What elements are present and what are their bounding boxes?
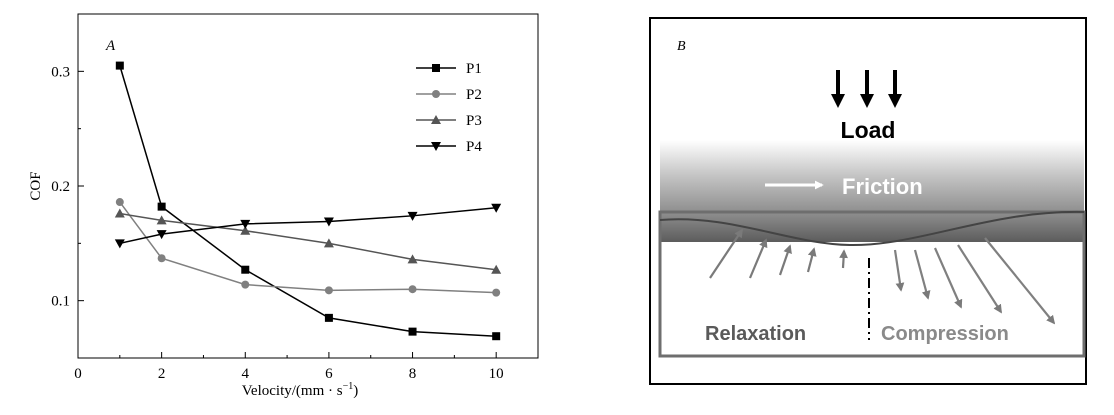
legend-entry: P2 [416, 87, 482, 103]
cof-velocity-chart: A 0 2 4 6 8 10 0.1 0.2 0.3 P1 P2 P3 P4 COF Velocity… [28, 13, 539, 399]
axis-ticks: 0 2 4 6 8 10 0.1 0.2 0.3 [51, 13, 539, 382]
compression-arrows [893, 237, 1056, 325]
data-point [115, 198, 124, 207]
x-tick-label: 2 [158, 366, 166, 382]
data-point [408, 327, 417, 336]
load-arrowhead [888, 94, 902, 108]
data-point [115, 61, 124, 70]
y-tick-label: 0.1 [51, 294, 70, 310]
data-point [491, 264, 502, 274]
x-tick-label: 0 [74, 366, 82, 382]
data-point [407, 254, 418, 264]
chart-panel-a: A 0 2 4 6 8 10 0.1 0.2 0.3 P1 P2 P3 P4 COF Velocity… [0, 0, 560, 410]
data-point [323, 217, 334, 227]
data-point [156, 230, 167, 240]
compression-arrow [957, 244, 1002, 314]
data-point [157, 254, 166, 263]
series-P4 [114, 203, 502, 249]
data-point [324, 286, 333, 295]
data-point [241, 265, 250, 274]
compression-arrow [913, 249, 931, 300]
friction-diagram: B Load Friction R [649, 17, 1087, 385]
x-tick-label: 8 [409, 366, 417, 382]
series-P3 [114, 208, 502, 274]
relaxation-arrow [839, 249, 848, 269]
legend-marker [432, 64, 440, 72]
friction-label: Friction [842, 174, 923, 199]
x-axis-label-sup: −1 [343, 381, 354, 392]
compression-label: Compression [881, 323, 1009, 345]
x-axis-label-close: ) [353, 383, 358, 399]
series-layer [114, 61, 502, 341]
compression-arrow [893, 249, 905, 292]
legend-marker [432, 90, 440, 98]
load-label: Load [841, 117, 896, 143]
legend-marker [431, 115, 441, 124]
data-point [324, 313, 333, 322]
x-tick-label: 4 [242, 366, 250, 382]
diagram-frame [649, 17, 1087, 385]
data-point [492, 288, 501, 297]
x-tick-label: 10 [489, 366, 504, 382]
relaxation-arrows [709, 228, 848, 279]
series-line [119, 212, 497, 271]
series-line [119, 207, 497, 245]
series-P1 [115, 61, 501, 341]
diagram-panel-b: B Load Friction R [560, 0, 1114, 410]
data-point [492, 332, 501, 341]
data-point [241, 280, 250, 289]
compression-arrow [933, 247, 963, 309]
legend: P1 P2 P3 P4 [416, 61, 482, 155]
relaxation-arrow [806, 247, 817, 273]
data-point [240, 225, 251, 235]
y-axis-label: COF [28, 171, 44, 200]
data-point [114, 239, 125, 249]
load-arrowhead [860, 94, 874, 108]
deformation-curve [659, 210, 1085, 247]
relaxation-arrow [709, 228, 743, 279]
x-axis-label-main: Velocity/(mm · s [242, 383, 343, 399]
data-point [156, 215, 167, 225]
load-arrows [831, 70, 902, 108]
panel-label-a: A [105, 38, 116, 54]
series-line [119, 65, 497, 337]
legend-entry: P3 [416, 113, 482, 129]
y-tick-label: 0.3 [51, 64, 70, 80]
data-point [157, 202, 166, 211]
x-tick-label: 6 [325, 366, 333, 382]
series-line [119, 201, 497, 294]
legend-entry: P1 [416, 61, 482, 77]
data-point [491, 203, 502, 213]
relaxation-arrow [778, 244, 792, 276]
series-P2 [115, 198, 501, 297]
relaxation-arrow [748, 238, 768, 279]
relaxation-label: Relaxation [705, 323, 806, 345]
legend-label: P1 [466, 61, 482, 77]
legend-label: P4 [466, 139, 482, 155]
data-point [323, 238, 334, 248]
legend-label: P2 [466, 87, 482, 103]
x-axis-label: Velocity/(mm · s−1) [242, 381, 358, 399]
panel-label-b: B [677, 39, 686, 54]
data-point [114, 208, 125, 218]
substrate-box [658, 210, 1086, 358]
compression-arrow [984, 237, 1056, 325]
data-point [240, 219, 251, 229]
legend-marker [431, 142, 441, 151]
legend-label: P3 [466, 113, 482, 129]
y-tick-label: 0.2 [51, 179, 70, 195]
data-point [407, 211, 418, 221]
legend-entry: P4 [416, 139, 482, 155]
load-arrowhead [831, 94, 845, 108]
data-point [408, 285, 417, 294]
